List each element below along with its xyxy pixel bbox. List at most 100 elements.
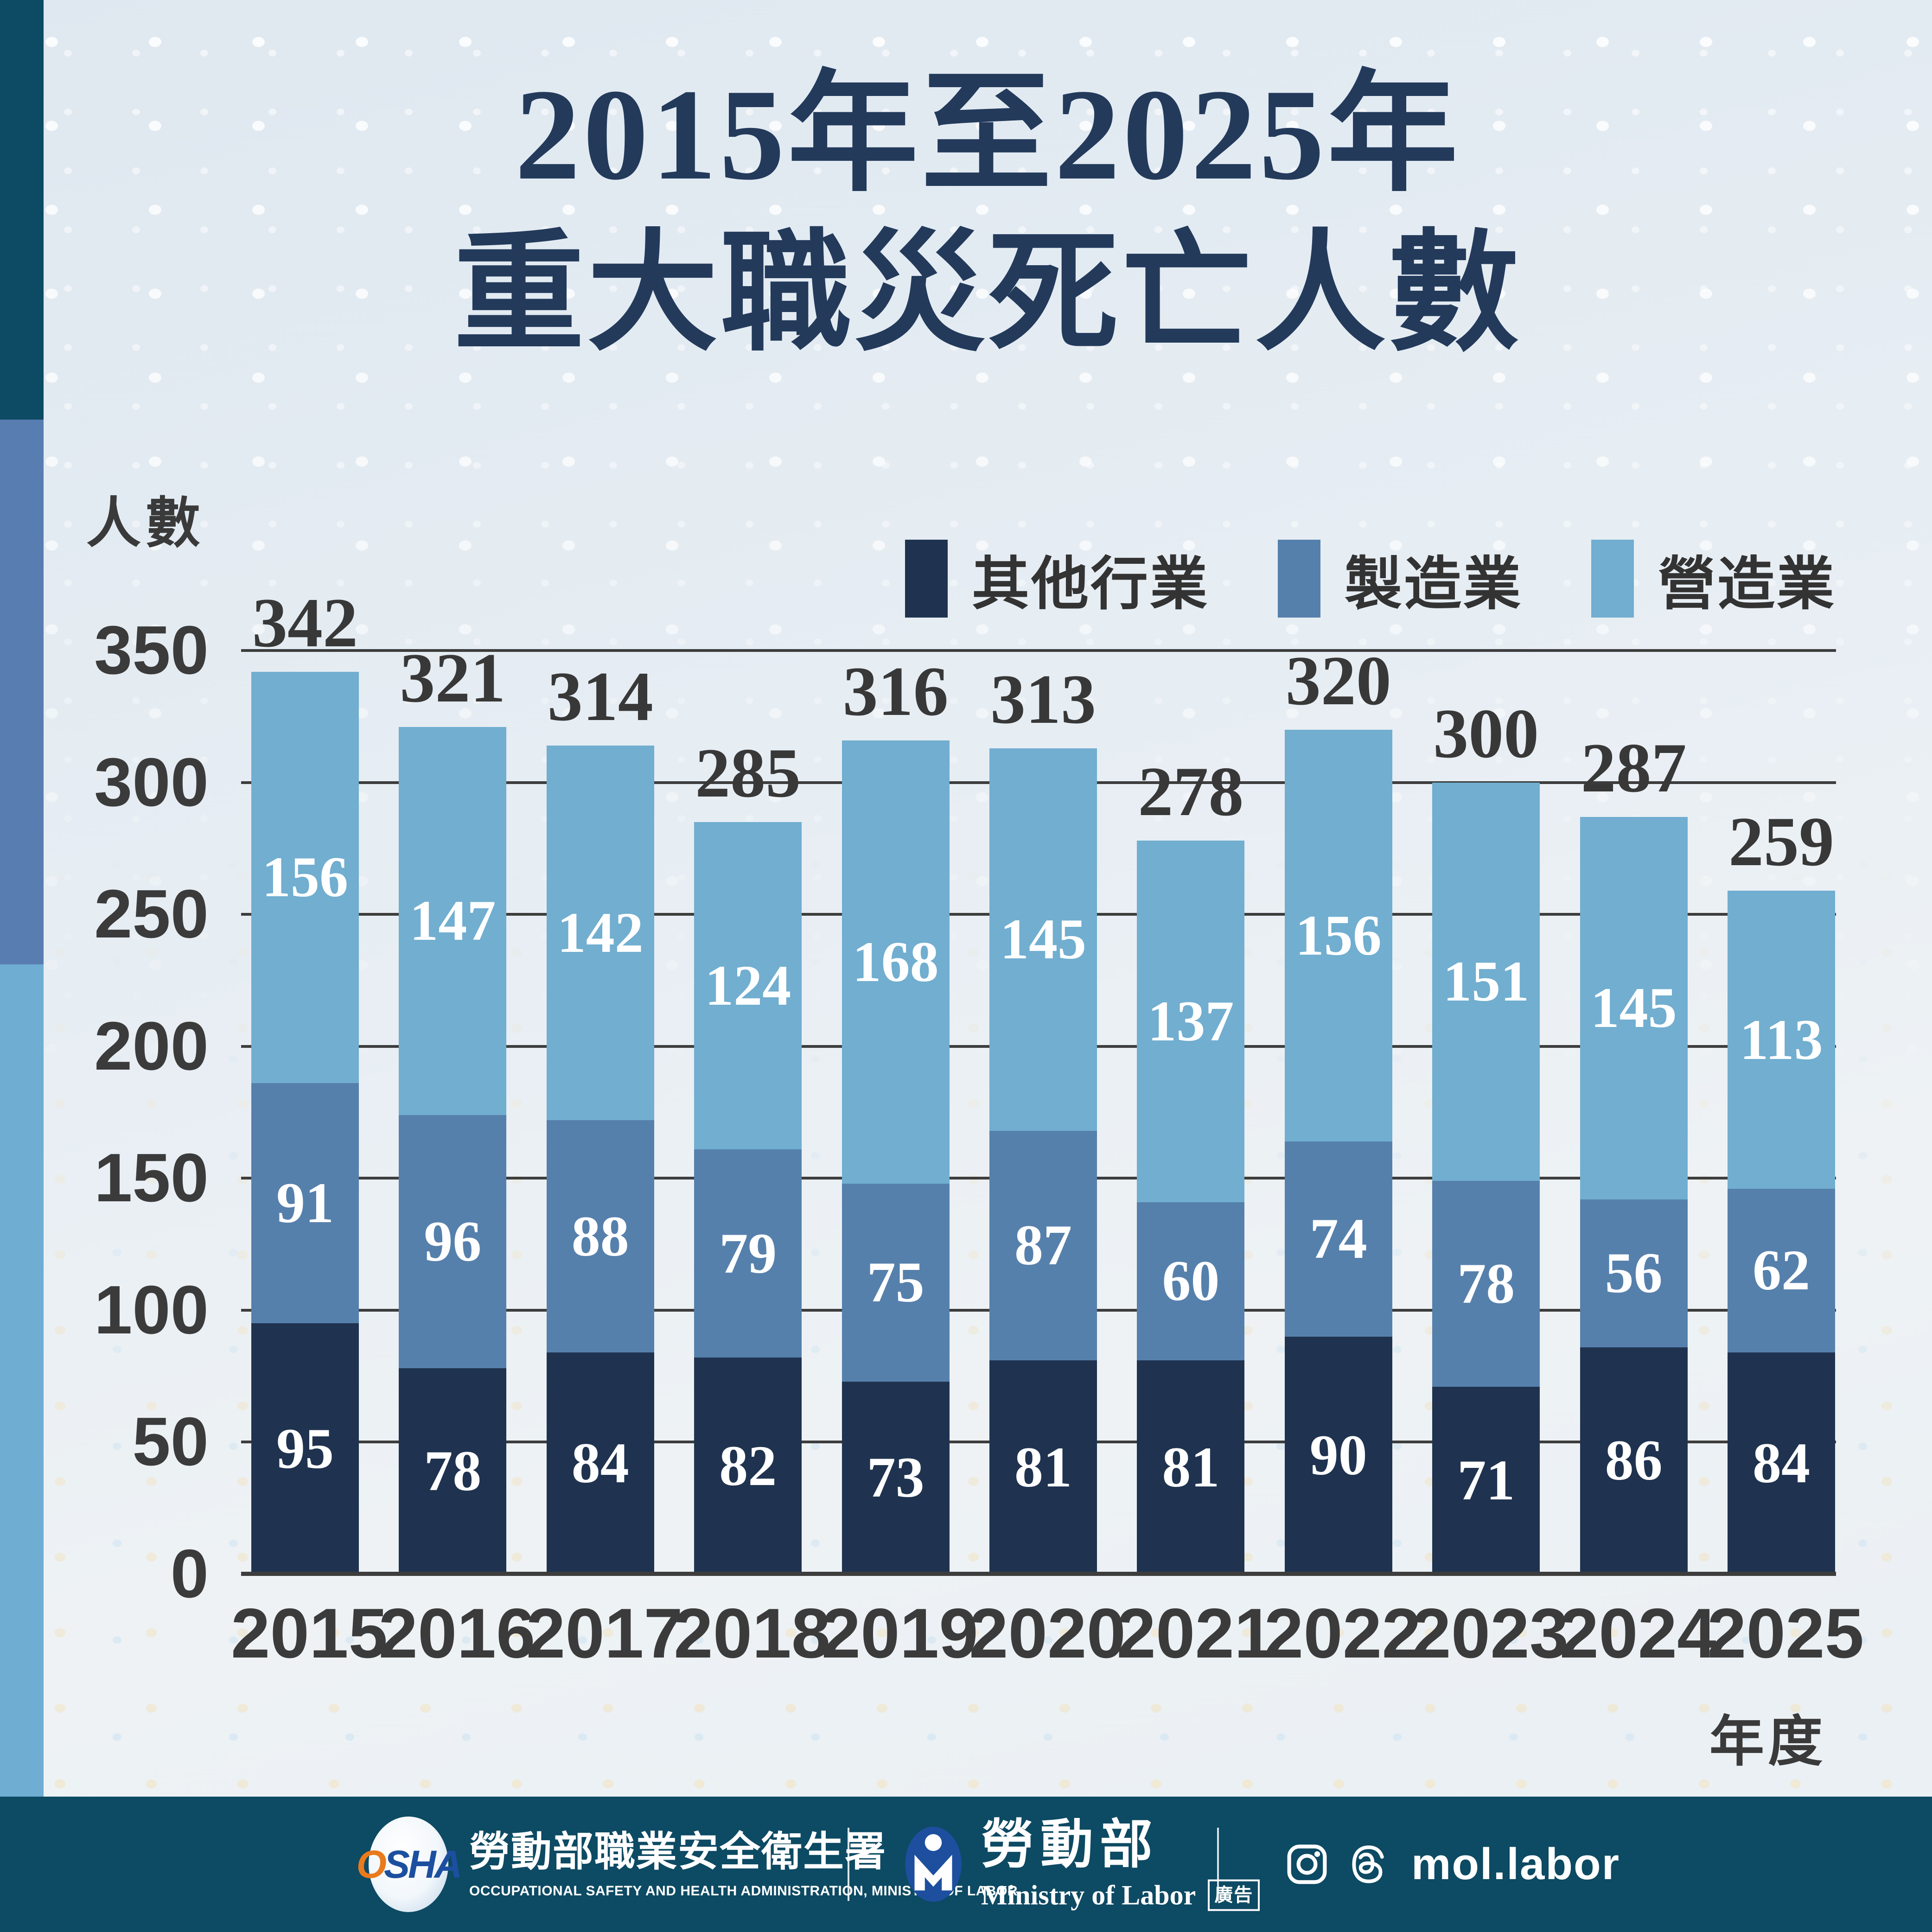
bar-segment: 71 xyxy=(1432,1386,1540,1574)
segment-value-label: 71 xyxy=(1457,1448,1515,1512)
ministry-of-labor-icon xyxy=(905,1827,962,1902)
segment-value-label: 124 xyxy=(705,953,791,1017)
bar-segment: 156 xyxy=(251,671,359,1084)
legend-swatch xyxy=(1277,540,1320,618)
legend-item: 製造業 xyxy=(1277,537,1523,620)
chart-legend: 其他行業 製造業 營造業 xyxy=(905,537,1836,620)
x-tick-label: 2018 xyxy=(674,1594,831,1673)
mol-name-en: Ministry of Labor xyxy=(981,1880,1196,1911)
segment-value-label: 81 xyxy=(1162,1435,1220,1499)
bar-segment: 137 xyxy=(1137,840,1245,1202)
x-tick-label: 2016 xyxy=(378,1594,536,1673)
segment-value-label: 95 xyxy=(276,1416,334,1480)
bar-segment: 95 xyxy=(251,1323,359,1574)
segment-value-label: 142 xyxy=(557,900,644,964)
x-tick-label: 2021 xyxy=(1116,1594,1274,1673)
bar-total-label: 314 xyxy=(547,657,653,735)
osha-name-zh: 勞動部職業安全衛生署 xyxy=(469,1828,887,1875)
segment-value-label: 79 xyxy=(719,1221,777,1285)
segment-value-label: 147 xyxy=(409,889,496,953)
bar-total-label: 259 xyxy=(1728,802,1834,880)
mol-text-block: 勞動部 Ministry of Labor 廣告 xyxy=(981,1817,1260,1912)
segment-value-label: 75 xyxy=(867,1250,925,1314)
bar-segment: 78 xyxy=(399,1368,507,1574)
segment-value-label: 56 xyxy=(1605,1241,1663,1305)
x-tick-label: 2019 xyxy=(821,1594,978,1673)
bar-segment: 124 xyxy=(694,822,802,1149)
bar-segment: 156 xyxy=(1284,729,1392,1141)
bar-segment: 145 xyxy=(989,748,1097,1131)
side-stripe-blue-segment xyxy=(0,420,44,964)
segment-value-label: 62 xyxy=(1753,1238,1810,1302)
bar-total-label: 342 xyxy=(252,583,358,662)
bar-segment: 60 xyxy=(1137,1202,1245,1360)
legend-swatch xyxy=(1591,540,1634,618)
osha-logo-icon: O SHA xyxy=(357,1817,462,1912)
bar-segment: 151 xyxy=(1432,782,1540,1181)
mol-logo-group: 勞動部 Ministry of Labor 廣告 xyxy=(904,1817,1260,1912)
segment-value-label: 113 xyxy=(1740,1007,1823,1071)
social-handle: mol.labor xyxy=(1411,1839,1620,1889)
segment-value-label: 90 xyxy=(1309,1423,1367,1487)
segment-value-label: 156 xyxy=(1295,903,1382,967)
y-tick-label: 250 xyxy=(94,876,209,953)
x-axis-line xyxy=(241,1572,1836,1576)
bar-segment: 90 xyxy=(1284,1336,1392,1574)
legend-label: 製造業 xyxy=(1344,552,1523,616)
segment-value-label: 84 xyxy=(571,1431,629,1495)
bar-total-label: 320 xyxy=(1285,641,1391,720)
bar-segment: 75 xyxy=(842,1183,950,1382)
page-title-line1: 2015年至2025年 xyxy=(515,62,1461,207)
segment-value-label: 81 xyxy=(1014,1435,1072,1499)
segment-value-label: 96 xyxy=(424,1209,482,1273)
bar-segment: 84 xyxy=(1728,1352,1835,1574)
bar-segment: 56 xyxy=(1580,1199,1688,1347)
segment-value-label: 78 xyxy=(1457,1251,1515,1315)
y-tick-label: 300 xyxy=(94,744,209,821)
y-axis-title: 人數 xyxy=(86,493,205,554)
segment-value-label: 60 xyxy=(1162,1249,1220,1313)
gridline xyxy=(241,649,1836,652)
y-tick-label: 200 xyxy=(94,1007,209,1084)
bar-segment: 145 xyxy=(1580,816,1688,1199)
side-stripe-teal-segment xyxy=(0,0,44,420)
legend-item: 其他行業 xyxy=(905,537,1209,620)
plot-area: 0 50 100 150 200 250 300 350 95 91 156 342 2015 78 96 1… xyxy=(94,587,1864,1669)
bar-segment: 142 xyxy=(546,745,654,1121)
bar-segment: 88 xyxy=(546,1120,654,1352)
bar-segment: 96 xyxy=(399,1115,507,1369)
bar-segment: 113 xyxy=(1728,890,1835,1189)
bar-segment: 79 xyxy=(694,1149,802,1358)
social-group: mol.labor xyxy=(1284,1839,1620,1890)
x-tick-label: 2020 xyxy=(969,1594,1126,1673)
legend-swatch xyxy=(905,540,948,618)
bar-segment: 168 xyxy=(842,740,950,1184)
x-tick-label: 2022 xyxy=(1264,1594,1421,1673)
segment-value-label: 145 xyxy=(1000,907,1086,971)
threads-icon xyxy=(1352,1845,1384,1883)
bar-total-label: 321 xyxy=(400,639,506,717)
instagram-icon xyxy=(1287,1844,1327,1884)
side-stripe-lightblue-segment xyxy=(0,964,44,1797)
bar-total-label: 278 xyxy=(1138,752,1244,830)
mol-subline: Ministry of Labor 廣告 xyxy=(981,1879,1260,1911)
page-title: 2015年至2025年 重大職災死亡人數 xyxy=(44,55,1932,374)
legend-label: 營造業 xyxy=(1658,552,1836,616)
bar-total-label: 285 xyxy=(695,733,801,812)
bar-segment: 147 xyxy=(399,727,507,1115)
x-tick-label: 2023 xyxy=(1412,1594,1569,1673)
bar-segment: 81 xyxy=(1137,1360,1245,1574)
segment-value-label: 156 xyxy=(262,845,348,909)
bar-total-label: 300 xyxy=(1433,694,1539,772)
bar-segment: 81 xyxy=(989,1360,1097,1574)
bar-segment: 87 xyxy=(989,1130,1097,1360)
bar-segment: 86 xyxy=(1580,1347,1688,1574)
y-tick-label: 0 xyxy=(170,1536,209,1612)
y-tick-label: 150 xyxy=(94,1140,209,1217)
bar-total-label: 287 xyxy=(1581,728,1687,807)
ad-badge: 廣告 xyxy=(1208,1879,1260,1911)
y-tick-label: 350 xyxy=(94,612,209,689)
segment-value-label: 151 xyxy=(1443,950,1530,1014)
segment-value-label: 73 xyxy=(867,1446,925,1510)
